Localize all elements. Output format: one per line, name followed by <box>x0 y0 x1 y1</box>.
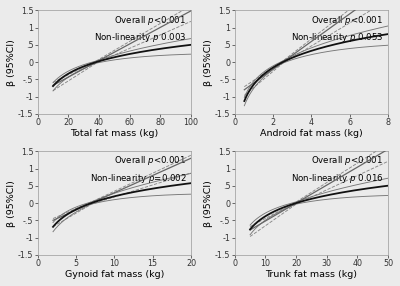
Y-axis label: β (95%CI): β (95%CI) <box>7 39 16 86</box>
X-axis label: Total fat mass (kg): Total fat mass (kg) <box>70 129 158 138</box>
X-axis label: Gynoid fat mass (kg): Gynoid fat mass (kg) <box>65 270 164 279</box>
Text: Overall $\it{p}$<0.001
Non-linearity $\it{p}$=0.002: Overall $\it{p}$<0.001 Non-linearity $\i… <box>90 154 186 185</box>
Text: Overall $\it{p}$<0.001
Non-linearity $\it{p}$ 0.016: Overall $\it{p}$<0.001 Non-linearity $\i… <box>291 154 383 185</box>
Y-axis label: β (95%CI): β (95%CI) <box>204 180 213 227</box>
Y-axis label: β (95%CI): β (95%CI) <box>7 180 16 227</box>
Y-axis label: β (95%CI): β (95%CI) <box>204 39 213 86</box>
Text: Overall $\it{p}$<0.001
Non-linearity $\it{p}$ 0.053: Overall $\it{p}$<0.001 Non-linearity $\i… <box>291 13 383 44</box>
X-axis label: Trunk fat mass (kg): Trunk fat mass (kg) <box>265 270 357 279</box>
X-axis label: Android fat mass (kg): Android fat mass (kg) <box>260 129 363 138</box>
Text: Overall $\it{p}$<0.001
Non-linearity $\it{p}$ 0.003: Overall $\it{p}$<0.001 Non-linearity $\i… <box>94 13 186 44</box>
